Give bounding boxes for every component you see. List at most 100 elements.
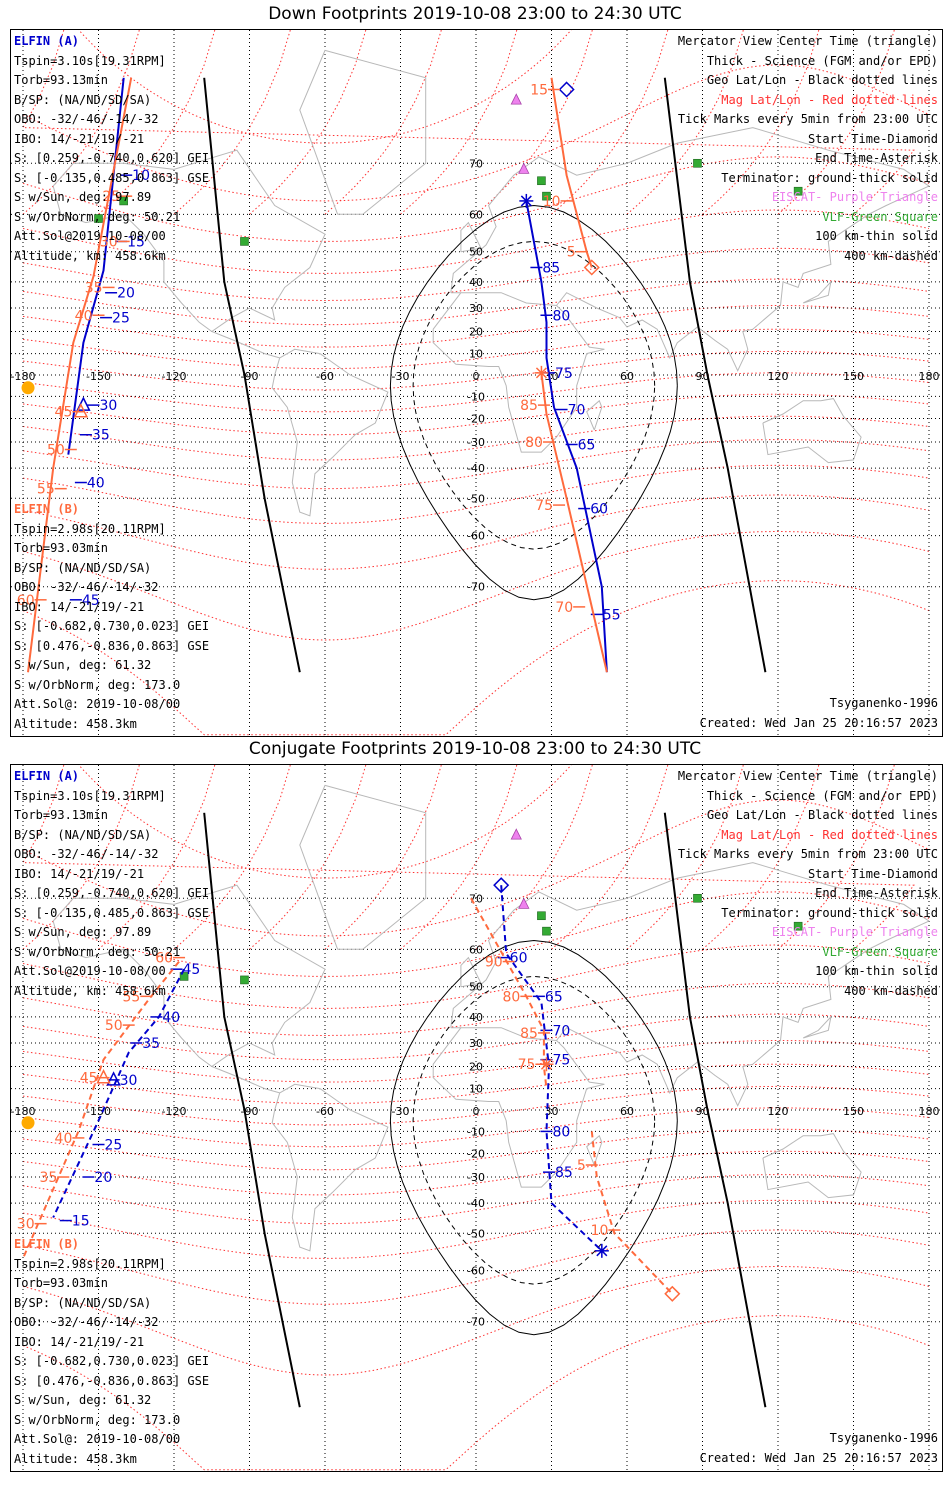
elfin-a-tick-label: 75 [552,1053,570,1069]
lat-tick-label: -40 [467,462,485,475]
mag-lon-line [400,30,518,215]
mag-lon-line [22,30,915,215]
mag-lat-line [22,350,930,391]
lat-tick-label: -10 [467,1125,485,1138]
mag-lon-line [324,30,442,215]
elfin-a-tick-label: 45 [183,962,201,978]
coastline [556,920,930,1107]
lat-tick-label: -30 [467,1171,485,1184]
coastline [52,185,213,332]
lat-tick-label: -50 [467,1227,485,1240]
coastline [52,149,326,359]
elfin-b-tick-label: 35 [85,280,103,296]
elfin-b-tick-label: 45 [55,405,73,421]
footprint-oval-400km [412,975,656,1285]
mag-lon-line [475,765,593,950]
legend-item: Thick - Science (FGM and/or EPD) [706,788,938,803]
elfin-a-tick-label: 85 [542,260,560,276]
elfin-b-tick-label: 55 [37,482,55,498]
mag-lon-line [22,765,915,950]
mag-lat-line [22,304,930,348]
coastline [802,1015,832,1039]
elfin-a-tick-label: 85 [555,1165,573,1181]
elfin-b-center-triangle [73,403,89,418]
map-plot: -180 -150 -120 -90 -60 -30 0 30 60 90 120 150 180706… [11,765,942,1471]
lon-tick-label: 90 [696,1105,710,1118]
vlf-square [793,186,803,196]
elfin-b-tick-label: 85 [520,1026,538,1042]
elfin-b-tick-label: 40 [75,308,93,324]
elfin-a-line: Torb=93.13min [14,73,108,87]
lon-tick-label: 180 [919,1105,940,1118]
legend-item-mag: Mag Lat/Lon - Red dotted lines [721,827,938,842]
legend-item: Terminator: ground-thick solid [721,170,938,185]
mag-lat-line [22,1265,930,1376]
elfin-b-line: Torb=93.03min [14,541,108,555]
elfin-b-tick-label: 75 [518,1057,536,1073]
vlf-square [793,921,803,931]
coastline [450,862,930,1028]
elfin-b-track [550,77,593,268]
elfin-a-tick-label: 70 [552,1023,570,1039]
sun-marker [21,1116,35,1130]
elfin-a-line: Att.Sol@2019-10-08/00 [14,964,166,978]
elfin-b-tick-label: 30 [17,1217,35,1233]
lon-tick-label: -30 [392,1105,410,1118]
lat-tick-label: -50 [467,492,485,505]
legend-item: Geo Lat/Lon - Black dotted lines [706,73,938,87]
lon-tick-label: 150 [843,1105,864,1118]
mag-lon-line [777,765,895,950]
elfin-b-line: Att.Sol@: 2019-10-08/00 [14,697,181,711]
lon-tick-label: -120 [162,370,187,383]
elfin-b-tick-label: 55 [122,989,140,1005]
lon-tick-label: 120 [768,370,789,383]
mag-lat-line [22,1039,930,1083]
elfin-b-tick-label: 85 [520,398,538,414]
legend: Mercator View Center Time (triangle) Thi… [678,767,938,1001]
map-plot: -180 -150 -120 -90 -60 -30 0 30 60 90 120 150 180706… [11,30,942,736]
mag-lon-line [702,30,820,215]
lat-tick-label: 40 [469,276,483,289]
mag-lon-line [173,765,291,950]
lon-tick-label: -180 [11,370,35,383]
coastline [460,956,482,988]
elfin-b-line: B/SP: (NA/ND/SD/SA) [14,560,152,575]
lon-tick-label: -180 [11,1105,35,1118]
elfin-b-tick-label: 45 [80,1071,98,1087]
elfin-a-tick-label: 25 [112,311,130,327]
lat-tick-label: -20 [467,412,485,425]
mag-lon-line [98,30,216,215]
elfin-a-line: Torb=93.13min [14,808,108,822]
elfin-a-line: S: [-0.135,0.485,0.863] GSE [14,170,210,185]
elfin-b-line: S w/OrbNorm, deg: 173.0 [14,1412,181,1427]
lon-tick-label: -60 [316,1105,334,1118]
eiscat-triangle [510,93,522,105]
terminator-line [663,77,767,673]
elfin-a-tick-label: 55 [603,607,621,623]
elfin-b-track [22,960,180,1259]
coastline [556,185,930,372]
elfin-b-end-asterisk [535,367,547,379]
mag-lat-line [22,1174,930,1225]
legend-item: End Time-Asterisk [815,151,938,165]
vlf-square [94,214,103,223]
mag-lon-line [400,765,518,950]
elfin-b-line: S: [0.476,-0.836,0.863] GSE [14,1373,210,1388]
elfin-b-tick-label: 40 [55,1131,73,1147]
elfin-a-tick-label: 10 [132,168,150,184]
mag-lon-line [173,30,291,215]
mag-lat-line [22,1315,930,1471]
elfin-a-tick-label: 20 [94,1170,112,1186]
elfin-a-line: S: [-0.135,0.485,0.863] GSE [14,905,210,920]
mag-lat-line [22,982,930,1037]
elfin-b-tick-label: 15 [530,82,548,98]
elfin-a-tick-label: 30 [99,398,117,414]
coastline [299,49,427,215]
eiscat-triangle [510,828,522,840]
elfin-a-track [52,968,185,1218]
legend-item: Geo Lat/Lon - Black dotted lines [706,808,938,822]
elfin-a-track [525,200,608,673]
footprint-oval-400km [412,240,656,550]
mag-lon-line [249,765,367,950]
elfin-b-tick-label: 80 [503,989,521,1005]
